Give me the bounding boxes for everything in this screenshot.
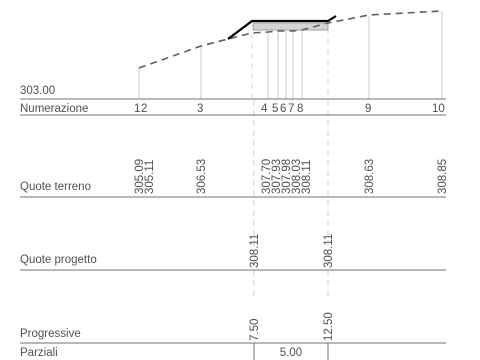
section-number: 5 <box>272 103 278 115</box>
progressive-value: 12.50 <box>323 312 335 341</box>
section-number: 8 <box>297 103 303 115</box>
terrain-elevations: 305.09 305.11 306.53 307.70 307.93 307.9… <box>134 159 449 194</box>
design-elevations: 308.11 308.11 <box>249 234 335 268</box>
design-platform <box>252 22 329 31</box>
design-elevation: 308.11 <box>323 234 335 268</box>
section-number: 1 <box>134 103 140 115</box>
section-number: 4 <box>261 103 268 115</box>
terrain-line <box>138 10 443 69</box>
section-number: 9 <box>365 103 371 115</box>
section-number: 10 <box>432 103 445 115</box>
station-ticks <box>138 11 443 99</box>
terrain-elevation: 307.98 <box>281 159 293 194</box>
design-line <box>227 15 337 40</box>
row-label-parziali: Parziali <box>20 347 58 359</box>
terrain-elevation: 308.11 <box>301 160 313 194</box>
terrain-elevation: 308.63 <box>364 159 376 194</box>
section-number: 2 <box>141 103 147 115</box>
design-elevation: 308.11 <box>249 234 261 268</box>
partial-value: 5.00 <box>280 347 302 359</box>
row-label-progressive: Progressive <box>20 328 81 340</box>
progressive-value: 7.50 <box>249 319 261 341</box>
progressives: 7.50 12.50 <box>249 312 335 341</box>
section-number: 7 <box>288 103 294 115</box>
terrain-elevation: 307.70 <box>261 159 273 194</box>
reference-elevation: 303.00 <box>20 85 55 97</box>
section-numbers: 1 2 3 4 5 6 7 8 9 10 <box>134 103 445 115</box>
row-label-quote-progetto: Quote progetto <box>20 254 97 266</box>
terrain-elevation: 308.03 <box>291 159 303 194</box>
section-number: 6 <box>280 103 286 115</box>
terrain-elevation: 305.11 <box>144 160 156 194</box>
row-label-numerazione: Numerazione <box>20 103 88 115</box>
row-label-quote-terreno: Quote terreno <box>20 181 91 193</box>
section-number: 3 <box>197 103 203 115</box>
terrain-elevation: 306.53 <box>196 159 208 194</box>
terrain-elevation: 305.09 <box>134 159 146 194</box>
terrain-elevation: 307.93 <box>271 159 283 194</box>
terrain-elevation: 308.85 <box>437 159 449 194</box>
